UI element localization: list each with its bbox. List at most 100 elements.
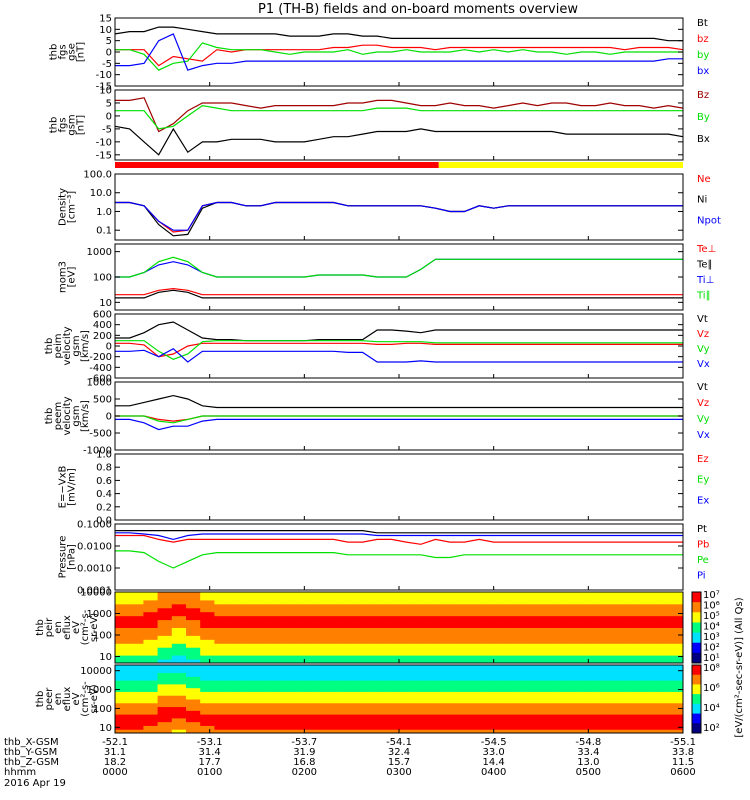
heatmap-cell — [285, 627, 301, 632]
heatmap-cell — [569, 680, 585, 685]
heatmap-cell — [498, 721, 514, 726]
heatmap-cell — [626, 687, 641, 692]
heatmap-cell — [299, 676, 315, 681]
heatmap-cell — [171, 714, 187, 719]
heatmap-cell — [342, 725, 357, 730]
colorbar-tick: 10⁴ — [703, 622, 720, 633]
heatmap-cell — [228, 647, 244, 652]
heatmap-cell — [626, 631, 641, 636]
legend-label: Vz — [697, 329, 709, 340]
panel-7: PtPbPePi0.10000.01000.00100.0001Pressure… — [58, 520, 710, 597]
heatmap-cell — [242, 665, 258, 670]
heatmap-cell — [512, 672, 528, 677]
heatmap-cell — [612, 717, 627, 723]
heatmap-cell — [427, 706, 443, 711]
heatmap-cell — [228, 659, 244, 664]
heatmap-cell — [328, 655, 343, 660]
heatmap-cell — [413, 619, 428, 625]
heatmap-cell — [455, 611, 471, 617]
ylabel-line: gsm — [71, 405, 82, 426]
heatmap-cell — [441, 615, 457, 621]
ytick-label: -15 — [96, 82, 112, 93]
heatmap-cell — [441, 639, 457, 644]
heatmap-cell — [129, 595, 144, 601]
heatmap-cell — [668, 717, 684, 723]
series-line-By — [115, 104, 683, 130]
heatmap-cell — [356, 683, 372, 689]
heatmap-cell — [555, 615, 570, 621]
heatmap-cell — [214, 699, 230, 704]
heatmap-cell — [626, 702, 641, 708]
heatmap-cell — [129, 702, 144, 708]
heatmap-cell — [512, 665, 528, 670]
heatmap-cell — [143, 714, 159, 719]
heatmap-cell — [200, 668, 215, 674]
heatmap-cell — [356, 647, 372, 652]
heatmap-cell — [512, 717, 528, 723]
heatmap-cell — [285, 599, 301, 605]
heatmap-cell — [612, 702, 627, 708]
heatmap-cell — [115, 699, 130, 704]
axis-row-label: thb_X-GSM — [4, 737, 59, 748]
heatmap-cell — [470, 607, 485, 613]
heatmap-cell — [640, 729, 656, 734]
heatmap-cell — [143, 665, 159, 670]
heatmap-cell — [228, 721, 244, 726]
heatmap-cell — [285, 676, 301, 681]
heatmap-cell — [668, 706, 684, 711]
heatmap-cell — [526, 639, 542, 644]
heatmap-cell — [384, 615, 400, 621]
heatmap-cell — [384, 619, 400, 625]
heatmap-cell — [569, 639, 585, 644]
heatmap-cell — [313, 592, 329, 597]
heatmap-cell — [399, 665, 414, 670]
heatmap-cell — [555, 680, 570, 685]
heatmap-cell — [271, 683, 286, 689]
heatmap-cell — [640, 710, 656, 715]
heatmap-cell — [200, 619, 215, 625]
heatmap-cell — [470, 721, 485, 726]
heatmap-cell — [555, 672, 570, 677]
heatmap-cell — [313, 725, 329, 730]
heatmap-cell — [257, 710, 272, 715]
heatmap-cell — [470, 631, 485, 636]
heatmap-cell — [384, 655, 400, 660]
heatmap-cell — [484, 691, 499, 696]
heatmap-cell — [186, 668, 201, 674]
heatmap-cell — [157, 683, 173, 689]
heatmap-cell — [115, 687, 130, 692]
heatmap-cell — [626, 655, 641, 660]
heatmap-cell — [271, 643, 286, 648]
heatmap-cell — [157, 668, 173, 674]
heatmap-cell — [285, 721, 301, 726]
ylabel-line: gsm — [71, 335, 82, 356]
heatmap-cell — [612, 672, 627, 677]
heatmap-cell — [541, 607, 556, 613]
heatmap-cell — [484, 702, 499, 708]
heatmap-cell — [512, 635, 528, 640]
heatmap-cell — [668, 687, 684, 692]
heatmap-cell — [342, 695, 357, 700]
ytick-label: 1.0 — [96, 450, 112, 461]
heatmap-cell — [271, 659, 286, 664]
heatmap-cell — [328, 714, 343, 719]
heatmap-cell — [427, 665, 443, 670]
heatmap-cell — [214, 659, 230, 664]
heatmap-cell — [654, 725, 670, 730]
heatmap-cell — [583, 659, 599, 664]
heatmap-cell — [498, 729, 514, 734]
heatmap-cell — [512, 639, 528, 644]
panel-frame — [114, 453, 684, 521]
heatmap-cell — [328, 691, 343, 696]
heatmap-cell — [342, 699, 357, 704]
heatmap-cell — [242, 706, 258, 711]
heatmap-cell — [285, 702, 301, 708]
heatmap-cell — [299, 599, 315, 605]
heatmap-cell — [384, 672, 400, 677]
heatmap-cell — [171, 710, 187, 715]
heatmap-cell — [313, 695, 329, 700]
heatmap-cell — [342, 683, 357, 689]
heatmap-cell — [413, 668, 428, 674]
heatmap-cell — [498, 659, 514, 664]
